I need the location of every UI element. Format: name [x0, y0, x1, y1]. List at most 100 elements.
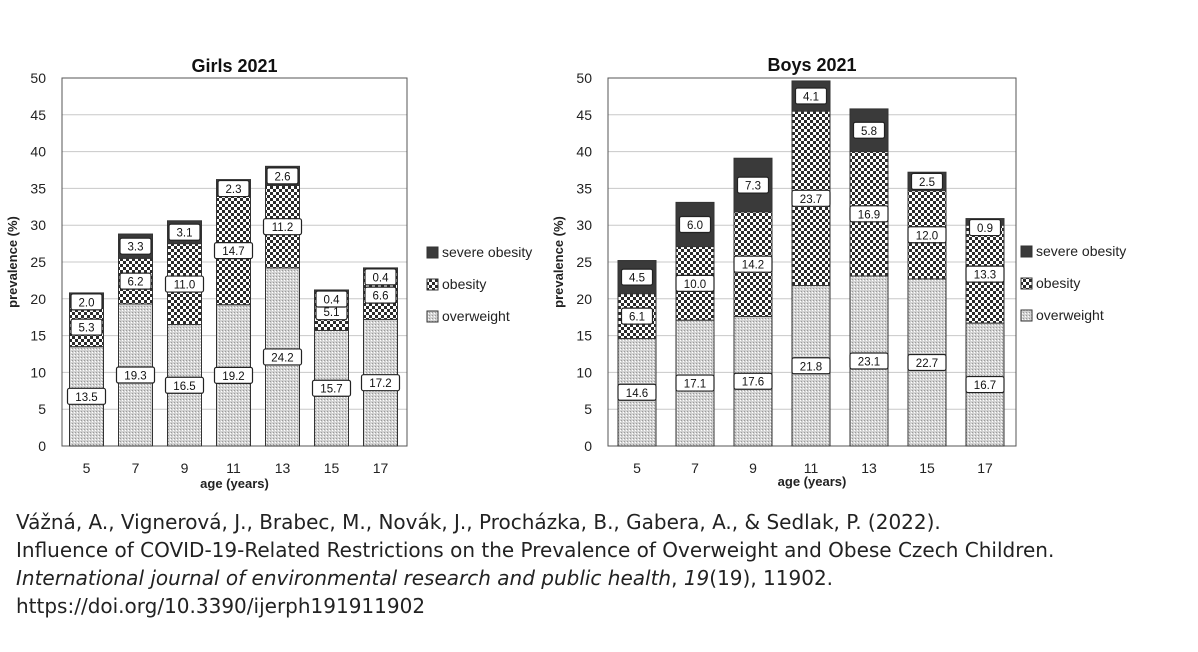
boys-data-label-box [907, 226, 947, 244]
girls-x-tick-label: 17 [373, 460, 389, 476]
citation-issue: (19), 11902. [709, 566, 834, 590]
boys-y-tick-label: 30 [576, 217, 592, 233]
boys-data-label-box [620, 307, 654, 325]
boys-data-label-box [849, 205, 889, 223]
girls-data-label-obesity-age-13: 11.2 [272, 222, 294, 234]
boys-x-tick-label: 15 [919, 460, 935, 476]
girls-data-label-box [262, 348, 303, 366]
girls-data-label-box [213, 366, 254, 384]
girls-data-label-box [164, 376, 205, 394]
girls-data-label-obesity-age-9: 11.0 [174, 280, 196, 292]
boys-x-tick-label: 5 [633, 460, 641, 476]
boys-data-label-box [617, 383, 657, 401]
boys-x-tick-label: 7 [691, 460, 699, 476]
boys-y-tick-label: 15 [576, 328, 592, 344]
boys-legend-label-obesity: obesity [1036, 275, 1080, 291]
girls-data-label-box [364, 286, 397, 304]
boys-data-label-obesity-age-11: 23.7 [800, 194, 822, 206]
boys-y-axis-label: prevalence (%) [551, 216, 566, 308]
boys-data-label-severe-obesity-age-9: 7.3 [745, 181, 761, 193]
girls-data-label-box [66, 387, 107, 405]
girls-x-tick-label: 5 [83, 460, 91, 476]
girls-y-tick-label: 15 [30, 328, 46, 344]
boys-data-label-box [910, 172, 944, 191]
boys-data-label-severe-obesity-age-15: 2.5 [919, 177, 935, 189]
girls-data-label-severe-obesity-age-15: 0.4 [324, 294, 341, 306]
girls-y-tick-label: 30 [30, 217, 46, 233]
citation: Vážná, A., Vignerová, J., Brabec, M., No… [16, 508, 1176, 620]
citation-separator: , [671, 566, 678, 590]
girls-x-tick-label: 13 [275, 460, 291, 476]
girls-data-label-severe-obesity-age-9: 3.1 [177, 228, 193, 240]
girls-data-label-box [364, 268, 397, 286]
boys-data-label-severe-obesity-age-17: 0.9 [977, 223, 993, 235]
boys-data-label-overweight-age-5: 14.6 [626, 388, 648, 400]
boys-data-label-severe-obesity-age-11: 4.1 [803, 92, 819, 104]
girls-data-label-box [311, 379, 352, 397]
boys-y-tick-label: 45 [576, 107, 592, 123]
girls-data-label-severe-obesity-age-17: 0.4 [373, 272, 390, 284]
boys-data-label-obesity-age-13: 16.9 [858, 209, 880, 221]
boys-data-label-severe-obesity-age-5: 4.5 [629, 273, 645, 285]
boys-data-label-severe-obesity-age-7: 6.0 [687, 220, 703, 232]
boys-data-label-box [733, 255, 773, 273]
boys-data-label-overweight-age-15: 22.7 [916, 358, 938, 370]
girls-y-tick-label: 25 [30, 254, 46, 270]
girls-y-tick-label: 20 [30, 291, 46, 307]
girls-y-axis-label: prevalence (%) [5, 216, 20, 308]
girls-data-label-box [262, 218, 303, 236]
boys-data-label-box [675, 374, 715, 392]
girls-data-label-box [70, 318, 103, 336]
girls-data-label-box [168, 223, 201, 241]
boys-data-label-box [849, 352, 889, 370]
boys-y-tick-label: 25 [576, 254, 592, 270]
boys-data-label-obesity-age-15: 12.0 [916, 230, 938, 242]
girls-y-tick-label: 40 [30, 144, 46, 160]
boys-data-label-box [736, 176, 770, 194]
girls-data-label-box [119, 237, 152, 255]
boys-data-label-overweight-age-11: 21.8 [800, 361, 822, 373]
girls-data-label-overweight-age-17: 17.2 [369, 378, 391, 390]
boys-data-label-box [907, 353, 947, 372]
boys-data-label-obesity-age-7: 10.0 [684, 279, 706, 291]
boys-x-tick-label: 17 [977, 460, 993, 476]
girls-data-label-overweight-age-9: 16.5 [173, 381, 195, 393]
girls-data-label-box [217, 179, 250, 198]
boys-x-tick-label: 9 [749, 460, 757, 476]
girls-chart-panel: 0 5 10 15 20 25 30 35 40 45 50 Girls 2021 prevalence… [5, 56, 532, 491]
boys-data-label-overweight-age-9: 17.6 [742, 377, 764, 389]
boys-chart-title: Boys 2021 [767, 55, 856, 75]
boys-data-label-box [791, 357, 831, 375]
girls-y-tick-label: 10 [30, 364, 46, 380]
boys-legend-swatch-obesity [1020, 277, 1033, 290]
boys-data-label-box [675, 274, 715, 292]
boys-data-label-box [968, 218, 1002, 237]
girls-data-label-obesity-age-15: 5.1 [324, 307, 340, 319]
boys-data-label-box [794, 87, 828, 105]
girls-x-axis-label: age (years) [200, 476, 269, 491]
boys-x-axis-label: age (years) [778, 474, 847, 489]
girls-data-label-box [164, 275, 205, 293]
boys-data-label-severe-obesity-age-13: 5.8 [861, 126, 877, 138]
girls-data-label-box [115, 366, 156, 384]
boys-legend-swatch-severe-obesity [1020, 245, 1033, 258]
girls-y-tick-label: 45 [30, 107, 46, 123]
boys-data-label-obesity-age-17: 13.3 [974, 270, 996, 282]
girls-data-label-box [360, 374, 401, 392]
boys-data-label-obesity-age-9: 14.2 [742, 260, 764, 272]
boys-data-label-overweight-age-13: 23.1 [858, 356, 880, 368]
boys-data-label-box [965, 265, 1005, 283]
boys-data-label-box [965, 375, 1005, 394]
girls-data-label-severe-obesity-age-7: 3.3 [128, 242, 144, 254]
boys-y-tick-label: 50 [576, 70, 592, 86]
girls-data-label-obesity-age-17: 6.6 [373, 291, 389, 303]
citation-title: Influence of COVID-19-Related Restrictio… [16, 538, 1055, 562]
girls-data-label-overweight-age-7: 19.3 [124, 370, 146, 382]
boys-data-label-box [620, 268, 654, 286]
boys-x-tick-label: 11 [804, 460, 819, 476]
boys-data-label-box [852, 121, 886, 139]
boys-y-tick-label: 35 [576, 180, 592, 196]
girls-x-tick-label: 7 [132, 460, 140, 476]
citation-volume: 19 [683, 566, 710, 590]
